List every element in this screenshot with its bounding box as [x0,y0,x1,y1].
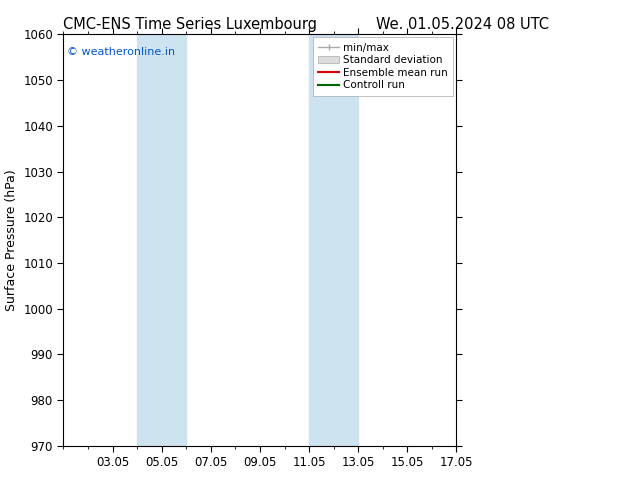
Bar [309,34,358,446]
Y-axis label: Surface Pressure (hPa): Surface Pressure (hPa) [4,169,18,311]
Text: We. 01.05.2024 08 UTC: We. 01.05.2024 08 UTC [377,17,549,32]
Text: CMC-ENS Time Series Luxembourg: CMC-ENS Time Series Luxembourg [63,17,317,32]
Bar [137,34,186,446]
Text: © weatheronline.in: © weatheronline.in [67,47,176,57]
Legend: min/max, Standard deviation, Ensemble mean run, Controll run: min/max, Standard deviation, Ensemble me… [313,37,453,96]
